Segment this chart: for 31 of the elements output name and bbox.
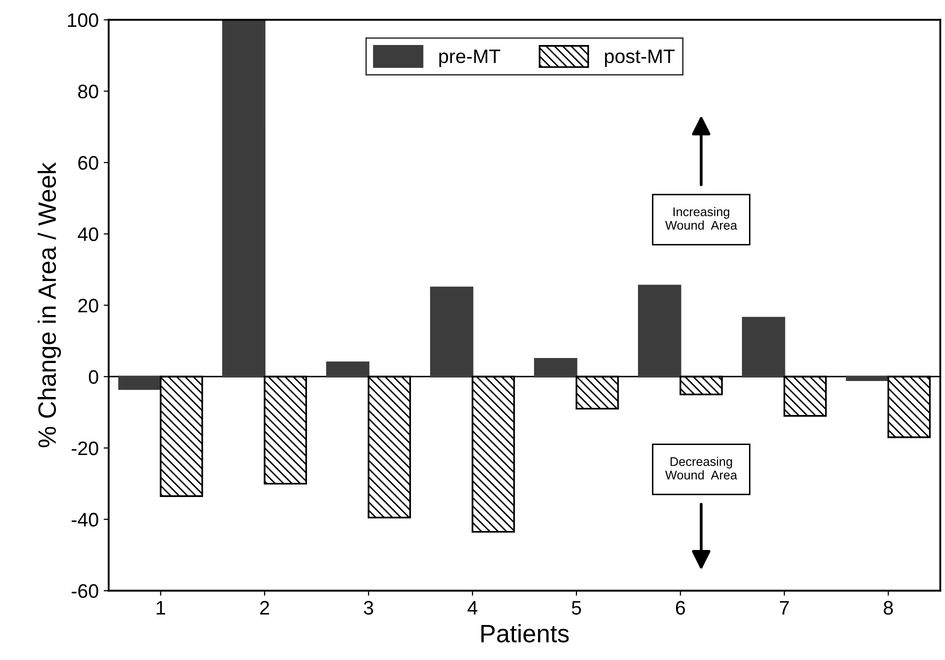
- legend-label: post-MT: [605, 50, 675, 68]
- x-tick-label: 6: [676, 600, 685, 615]
- y-axis-title: % Change in Area / Week: [38, 162, 61, 448]
- bar: [222, 20, 266, 378]
- x-tick-label: 5: [572, 601, 582, 615]
- y-tick-label: -60: [72, 584, 98, 598]
- x-tick-label: 4: [468, 601, 478, 615]
- y-tick-label: 0: [88, 370, 98, 384]
- y-tick-label: 60: [78, 156, 98, 170]
- y-tick-label: 80: [78, 84, 98, 98]
- y-tick-label: 40: [78, 227, 98, 242]
- y-tick-label: -40: [72, 512, 98, 527]
- x-axis-title: Patients: [481, 624, 569, 642]
- bar: [534, 358, 578, 378]
- bar: [430, 286, 474, 378]
- bar: [326, 362, 370, 378]
- y-tick-label: 100: [68, 13, 98, 28]
- annotation: Decreasing Wound Area: [665, 456, 738, 480]
- x-tick-label: 1: [156, 601, 166, 615]
- y-tick-label: 20: [78, 298, 98, 312]
- bar: [846, 376, 890, 382]
- x-tick-label: 3: [364, 600, 374, 615]
- y-tick-label: -20: [72, 441, 98, 456]
- bar: [742, 316, 786, 378]
- x-tick-label: 7: [780, 601, 789, 615]
- bar: [118, 376, 162, 390]
- annotation: Increasing Wound Area: [665, 207, 738, 230]
- x-tick-label: 8: [884, 600, 893, 615]
- legend-label: pre-MT: [439, 50, 500, 68]
- x-tick-label: 2: [260, 600, 270, 615]
- bar: [638, 284, 682, 378]
